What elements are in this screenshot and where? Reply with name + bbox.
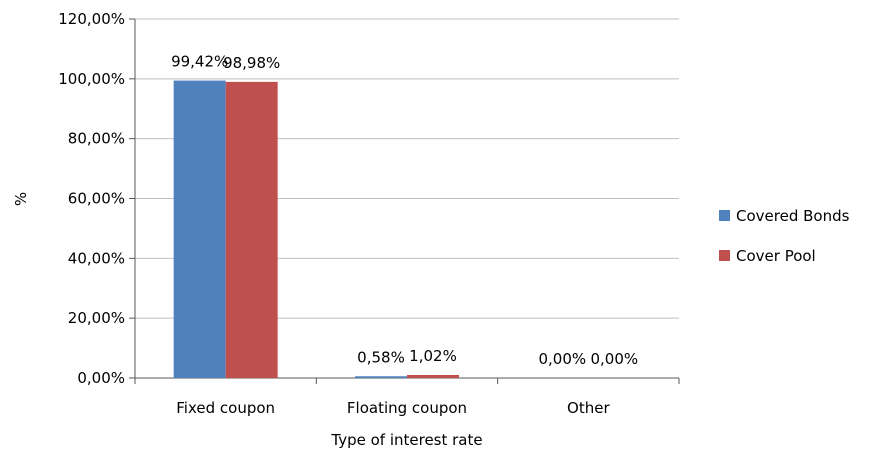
y-tick-label: 40,00% <box>68 249 125 267</box>
y-tick-label: 100,00% <box>58 70 125 88</box>
legend-swatch <box>719 210 730 221</box>
data-label: 0,00% <box>539 350 587 368</box>
data-label: 99,42% <box>171 53 228 71</box>
y-tick-label: 0,00% <box>77 369 125 387</box>
bar-covered-bonds <box>355 376 407 378</box>
legend-label: Covered Bonds <box>736 207 850 225</box>
y-tick-label: 120,00% <box>58 10 125 28</box>
data-label: 0,00% <box>591 350 639 368</box>
bars <box>173 80 459 379</box>
legend-label: Cover Pool <box>736 247 816 265</box>
data-labels: 99,42%98,98% 0,58% 1,02% 0,00% 0,00% <box>171 53 638 368</box>
bar-cover-pool <box>225 81 278 379</box>
x-tick-label: Floating coupon <box>347 399 467 417</box>
y-tick-label: 20,00% <box>68 309 125 327</box>
legend: Covered Bonds Cover Pool <box>719 207 850 265</box>
bar-covered-bonds <box>173 80 226 379</box>
data-label: 98,98% <box>223 54 280 72</box>
bar-cover-pool <box>407 374 459 378</box>
legend-swatch <box>719 250 730 261</box>
data-label: 1,02% <box>409 347 457 365</box>
y-tick-label: 80,00% <box>68 130 125 148</box>
x-axis-title: Type of interest rate <box>330 431 482 449</box>
data-label: 0,58% <box>357 348 405 366</box>
x-tick-label: Fixed coupon <box>176 399 275 417</box>
y-tick-label: 60,00% <box>68 190 125 208</box>
y-axis-title: % <box>12 192 30 206</box>
x-tick-label: Other <box>567 399 610 417</box>
tick-labels: 0,00% 20,00% 40,00% 60,00% 80,00% 100,00% 120,… <box>58 10 610 417</box>
